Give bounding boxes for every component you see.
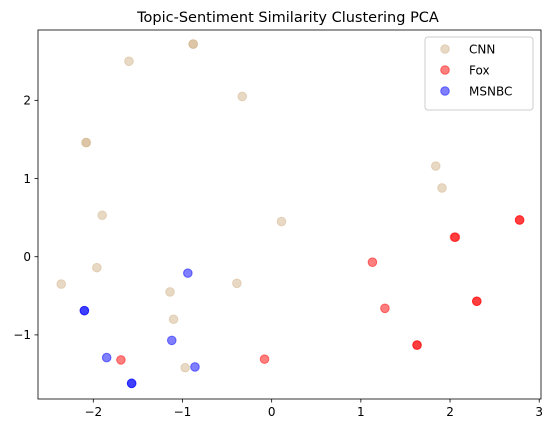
plot-frame bbox=[37, 29, 542, 400]
axes-layer: −2 −1 0 1 2 3 −1 0 1 2 bbox=[13, 29, 543, 419]
y-tick-label: −1 bbox=[13, 328, 31, 342]
legend-box bbox=[424, 36, 534, 111]
legend-marker-cnn bbox=[440, 44, 450, 54]
x-tick-label: −2 bbox=[84, 405, 102, 419]
x-tick-label: 1 bbox=[357, 405, 365, 419]
point-cnn-9 bbox=[276, 216, 287, 227]
legend-marker-msnbc bbox=[440, 86, 450, 96]
point-cnn-2 bbox=[124, 56, 134, 67]
point-cnn-12 bbox=[232, 278, 242, 289]
point-cnn-10 bbox=[92, 262, 102, 273]
point-msnbc-4 bbox=[101, 352, 112, 363]
legend-marker-fox bbox=[440, 65, 450, 75]
x-tick-label: 2 bbox=[446, 405, 454, 419]
point-msnbc-0 bbox=[183, 268, 193, 278]
y-tick-label: 1 bbox=[23, 172, 31, 186]
point-cnn-1 bbox=[188, 39, 198, 49]
legend: CNN Fox MSNBC bbox=[424, 36, 534, 111]
point-fox-6 bbox=[471, 296, 482, 307]
point-fox-3 bbox=[449, 232, 460, 242]
point-cnn-6 bbox=[430, 161, 441, 171]
point-cnn-13 bbox=[165, 287, 175, 297]
point-fox-11 bbox=[116, 355, 126, 365]
point-cnn-3 bbox=[237, 91, 248, 102]
point-fox-9 bbox=[412, 340, 422, 350]
point-cnn-5 bbox=[81, 137, 91, 148]
legend-label-cnn: CNN bbox=[469, 42, 495, 56]
y-tick-label: 0 bbox=[23, 250, 31, 264]
point-cnn-15 bbox=[180, 362, 190, 373]
chart-title: Topic-Sentiment Similarity Clustering PC… bbox=[136, 10, 439, 26]
point-fox-4 bbox=[367, 257, 378, 267]
legend-label-msnbc: MSNBC bbox=[469, 84, 512, 98]
point-cnn-14 bbox=[168, 314, 179, 325]
x-tick-label: −1 bbox=[174, 405, 192, 419]
point-cnn-7 bbox=[437, 183, 447, 193]
point-msnbc-2 bbox=[79, 305, 90, 316]
point-cnn-8 bbox=[97, 210, 108, 221]
point-fox-7 bbox=[380, 303, 390, 314]
x-tick-label: 0 bbox=[268, 405, 276, 419]
y-tick-label: 2 bbox=[23, 94, 31, 108]
point-msnbc-5 bbox=[190, 362, 200, 372]
legend-label-fox: Fox bbox=[469, 63, 490, 77]
point-fox-1 bbox=[514, 215, 525, 225]
points-layer bbox=[56, 39, 525, 389]
point-cnn-11 bbox=[56, 279, 66, 289]
x-tick-label: 3 bbox=[535, 405, 543, 419]
point-fox-10 bbox=[259, 354, 270, 364]
point-msnbc-7 bbox=[126, 378, 137, 389]
point-msnbc-3 bbox=[166, 335, 177, 346]
